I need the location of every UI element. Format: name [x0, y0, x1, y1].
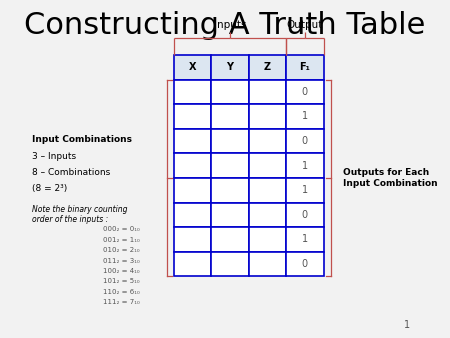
Bar [174, 80, 211, 104]
Bar [211, 55, 249, 80]
Bar [174, 104, 211, 129]
Text: 0: 0 [302, 259, 308, 269]
Text: 010₂ = 2₁₀: 010₂ = 2₁₀ [103, 247, 140, 253]
Text: 1: 1 [302, 234, 308, 244]
Text: Y: Y [226, 62, 234, 72]
Text: X: X [189, 62, 196, 72]
Bar [286, 153, 324, 178]
Text: Inputs: Inputs [214, 20, 246, 30]
Bar [211, 252, 249, 276]
Bar [174, 252, 211, 276]
Bar [211, 104, 249, 129]
Text: Note the binary counting
order of the inputs :: Note the binary counting order of the in… [32, 205, 127, 224]
Bar [174, 178, 211, 202]
Text: 101₂ = 5₁₀: 101₂ = 5₁₀ [103, 279, 140, 284]
Bar [249, 178, 286, 202]
Bar [286, 55, 324, 80]
Text: 0: 0 [302, 136, 308, 146]
Bar [286, 202, 324, 227]
Text: 1: 1 [302, 161, 308, 171]
Text: 3 – Inputs: 3 – Inputs [32, 151, 76, 161]
Text: Output: Output [287, 20, 323, 30]
Bar [249, 55, 286, 80]
Bar [286, 252, 324, 276]
Bar [211, 153, 249, 178]
Bar [174, 129, 211, 153]
Bar [174, 227, 211, 252]
Bar [249, 202, 286, 227]
Bar [286, 178, 324, 202]
Bar [174, 153, 211, 178]
Text: 111₂ = 7₁₀: 111₂ = 7₁₀ [103, 299, 140, 305]
Text: Input Combinations: Input Combinations [32, 136, 132, 144]
Text: 8 – Combinations: 8 – Combinations [32, 168, 110, 177]
Text: 100₂ = 4₁₀: 100₂ = 4₁₀ [103, 268, 140, 274]
Text: 011₂ = 3₁₀: 011₂ = 3₁₀ [103, 258, 140, 264]
Bar [211, 227, 249, 252]
Bar [211, 129, 249, 153]
Text: Z: Z [264, 62, 271, 72]
Bar [249, 104, 286, 129]
Bar [249, 153, 286, 178]
Bar [211, 178, 249, 202]
Text: 0: 0 [302, 87, 308, 97]
Bar [174, 55, 211, 80]
Text: 1: 1 [302, 185, 308, 195]
Text: Outputs for Each
Input Combination: Outputs for Each Input Combination [342, 168, 437, 188]
Bar [211, 80, 249, 104]
Text: (8 = 2³): (8 = 2³) [32, 184, 67, 193]
Bar [249, 129, 286, 153]
Text: 1: 1 [405, 320, 410, 330]
Bar [211, 202, 249, 227]
Text: 001₂ = 1₁₀: 001₂ = 1₁₀ [103, 237, 140, 243]
Bar [174, 202, 211, 227]
Text: 1: 1 [302, 112, 308, 121]
Bar [249, 80, 286, 104]
Text: 000₂ = 0₁₀: 000₂ = 0₁₀ [103, 226, 140, 233]
Text: F₁: F₁ [299, 62, 310, 72]
Bar [286, 104, 324, 129]
Text: 0: 0 [302, 210, 308, 220]
Bar [286, 129, 324, 153]
Text: Constructing A Truth Table: Constructing A Truth Table [24, 11, 426, 41]
Bar [249, 227, 286, 252]
Text: 110₂ = 6₁₀: 110₂ = 6₁₀ [103, 289, 140, 295]
Bar [286, 227, 324, 252]
Bar [249, 252, 286, 276]
Bar [286, 80, 324, 104]
